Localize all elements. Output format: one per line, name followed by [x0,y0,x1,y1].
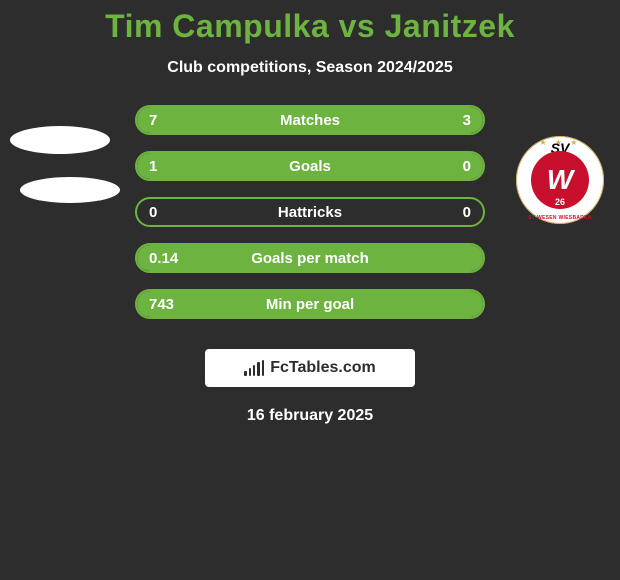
ellipse-icon [20,177,120,203]
stat-row-matches: 7 Matches 3 [135,105,485,135]
right-club-column: ★ ★ ★ SV W 26 ST WESEN WIESBADEN [510,110,620,310]
badge-num: 26 [555,197,565,207]
club-badge-icon: ★ ★ ★ SV W 26 ST WESEN WIESBADEN [516,136,604,224]
footer-brand: FcTables.com [205,349,415,387]
badge-w: W [547,166,573,194]
stat-label: Matches [137,112,483,129]
right-club-logo: ★ ★ ★ SV W 26 ST WESEN WIESBADEN [510,130,610,230]
footer-brand-text: FcTables.com [270,359,376,377]
stat-value-right: 3 [463,112,471,129]
stat-label: Hattricks [137,204,483,221]
stat-row-goals: 1 Goals 0 [135,151,485,181]
stat-row-gpm: 0.14 Goals per match [135,243,485,273]
page-title: Tim Campulka vs Janitzek [105,8,515,45]
stat-row-hattricks: 0 Hattricks 0 [135,197,485,227]
left-club-column [0,110,110,310]
left-club-logo-2 [20,140,120,240]
subtitle: Club competitions, Season 2024/2025 [167,59,452,77]
stat-label: Min per goal [137,296,483,313]
badge-inner: W 26 [531,151,589,209]
stats-bars: 7 Matches 3 1 Goals 0 0 Hattricks 0 0.14… [135,105,485,335]
stat-row-mpg: 743 Min per goal [135,289,485,319]
badge-ribbon: ST WESEN WIESBADEN [528,215,591,221]
stat-label: Goals [137,158,483,175]
comparison-card: Tim Campulka vs Janitzek Club competitio… [0,0,620,425]
stat-value-right: 0 [463,158,471,175]
date-label: 16 february 2025 [247,407,373,425]
stat-value-right: 0 [463,204,471,221]
stat-label: Goals per match [137,250,483,267]
bar-chart-icon [244,360,264,376]
